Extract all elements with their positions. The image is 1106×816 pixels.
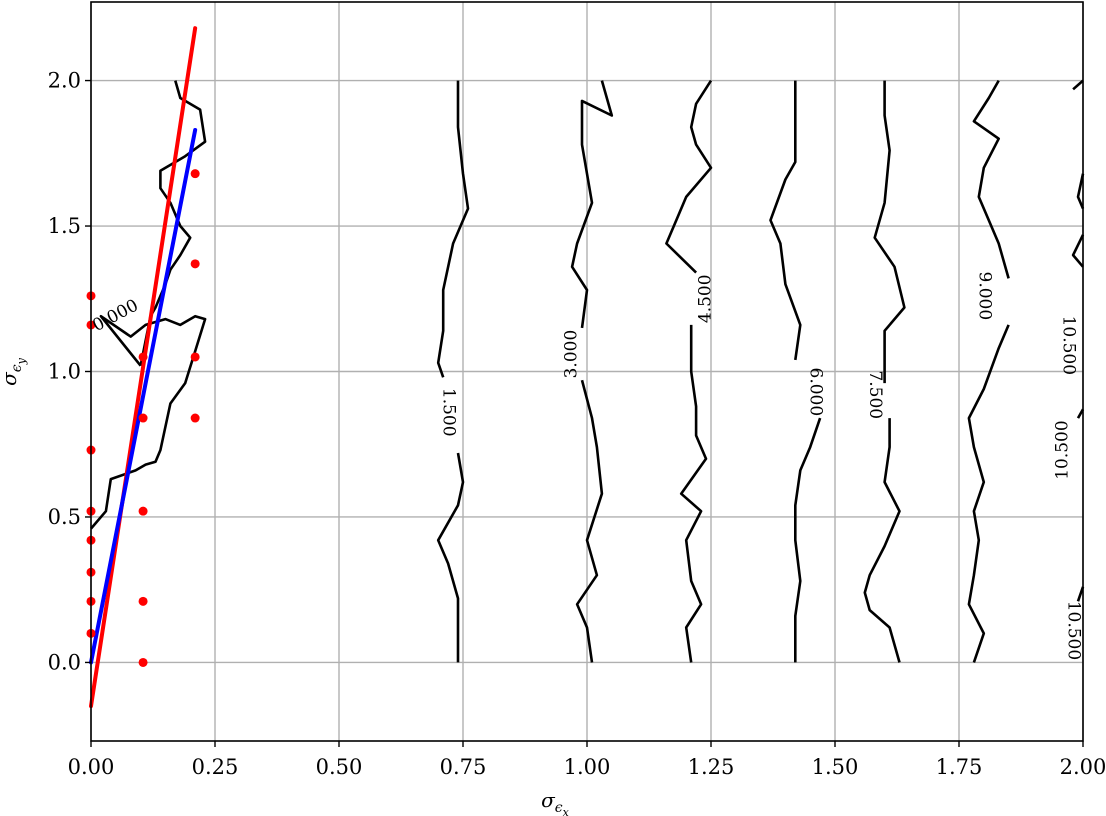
contour-line-3.000 (570, 80, 614, 329)
x-tick-label: 1.25 (688, 755, 735, 779)
grid (90, 2, 1084, 741)
y-axis-label-subsub: y (15, 357, 28, 365)
contour-line-10.500 (1076, 408, 1085, 419)
y-tick-label: 0.0 (48, 650, 81, 674)
contour-label: 9.000 (974, 272, 994, 321)
contour-label: 0.000 (89, 296, 141, 337)
contour-line-4.500 (679, 324, 708, 663)
y-axis-label-main: σ (0, 371, 21, 386)
contour-line-3.000 (575, 379, 604, 663)
contour-line-10.500 (1072, 79, 1084, 91)
axis-ticks: 0.00 0.25 0.50 0.75 1.00 1.25 1.50 1.75 2.000.00… (48, 69, 1106, 779)
contour-labels: 0.000 1.500 3.000 4.500 6.000 7.500 9.000 10.50… (89, 272, 1083, 661)
contour-line-0.000 (90, 314, 207, 530)
y-tick-label: 1.0 (48, 360, 81, 384)
contour-label: 10.500 (1064, 601, 1084, 660)
series-line-1 (89, 128, 198, 665)
x-tick-label: 0.25 (192, 755, 239, 779)
y-axis-label-sub: ϵ (9, 364, 25, 372)
x-tick-label: 1.50 (812, 755, 859, 779)
y-tick-label: 2.0 (48, 69, 81, 93)
contour-label: 10.500 (1053, 420, 1073, 479)
x-tick-label: 2.00 (1060, 755, 1106, 779)
scatter-point (190, 352, 200, 362)
contour-line-10.500 (1076, 173, 1085, 210)
x-tick-label: 1.75 (936, 755, 983, 779)
x-axis-label-main: σ (541, 788, 556, 812)
y-tick-label: 0.5 (48, 505, 81, 529)
x-tick-label: 0.00 (68, 755, 115, 779)
contour-label: 4.500 (696, 274, 716, 323)
contour-line-1.500 (436, 452, 465, 663)
contour-line-10.500 (1071, 234, 1085, 268)
contour-label: 7.500 (865, 370, 885, 419)
x-axis-label-sub: ϵ (555, 800, 563, 816)
contour-label: 6.000 (806, 368, 826, 417)
scatter-point (190, 413, 200, 423)
scatter-point (138, 596, 148, 606)
data-series (86, 26, 200, 709)
scatter-point (138, 657, 148, 667)
contour-label: 1.500 (439, 388, 459, 437)
contour-line-6.000 (793, 417, 822, 663)
x-tick-label: 0.50 (316, 755, 363, 779)
scatter-point (190, 259, 200, 269)
scatter-point (138, 506, 148, 516)
x-tick-label: 1.00 (564, 755, 611, 779)
x-tick-label: 0.75 (440, 755, 487, 779)
y-tick-label: 1.5 (48, 214, 81, 238)
scatter-point (190, 169, 200, 179)
contour-line-10.500 (1076, 586, 1085, 602)
scatter-point (138, 413, 148, 423)
contour-label: 10.500 (1059, 316, 1079, 375)
contour-line-6.000 (769, 80, 802, 361)
contour-line-0.000 (139, 80, 207, 366)
y-axis-label: σϵy (0, 357, 28, 386)
contour-line-9.000 (972, 79, 1010, 279)
contour-line-7.500 (863, 418, 901, 663)
contour-lines (90, 79, 1085, 663)
x-axis-label: σϵx (541, 788, 570, 816)
contour-line-4.500 (665, 79, 713, 274)
x-axis-label-subsub: x (563, 806, 570, 816)
scatter-point (138, 352, 148, 362)
contour-label: 3.000 (562, 330, 582, 379)
contour-line-7.500 (873, 80, 906, 384)
contour-line-9.000 (967, 324, 1010, 663)
contour-line-1.500 (436, 80, 470, 378)
series-line-0 (89, 26, 198, 709)
